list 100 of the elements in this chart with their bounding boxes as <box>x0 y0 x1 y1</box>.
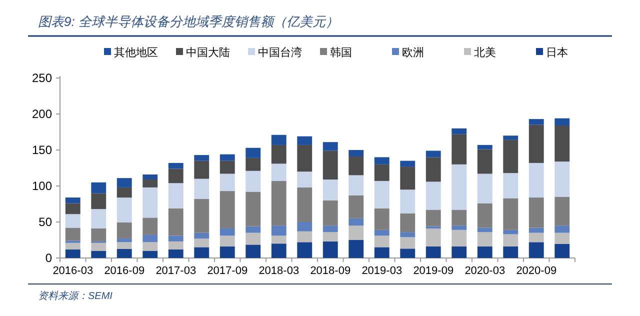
y-tick-label: 100 <box>32 179 52 193</box>
bar <box>168 168 184 184</box>
bar <box>452 134 467 164</box>
bar <box>374 164 390 181</box>
bar <box>374 157 390 164</box>
bar <box>220 191 235 228</box>
bar <box>91 228 106 242</box>
x-tick-label: 2018-09 <box>310 265 351 277</box>
bar <box>220 246 235 258</box>
bar <box>142 218 158 235</box>
bar <box>271 134 286 145</box>
bar <box>503 246 518 258</box>
bar <box>554 126 570 162</box>
bar <box>65 203 80 214</box>
x-tick-label: 2017-09 <box>207 265 248 277</box>
bar <box>142 242 158 251</box>
legend-label: 北美 <box>474 46 496 59</box>
bar <box>452 226 467 230</box>
bar <box>297 172 312 188</box>
bar <box>91 250 106 258</box>
bar <box>348 218 364 226</box>
bar <box>374 180 390 208</box>
bar <box>528 228 544 233</box>
x-tick-label: 2020-03 <box>464 265 506 277</box>
bar <box>503 198 518 230</box>
bar <box>168 249 184 258</box>
bar <box>65 198 80 204</box>
x-tick-label: 2016-09 <box>104 265 145 277</box>
bar <box>220 160 235 174</box>
bar <box>322 200 338 226</box>
bar <box>426 246 441 258</box>
bar <box>168 162 184 169</box>
bar <box>554 226 570 233</box>
bar <box>168 236 184 242</box>
bar <box>297 136 312 145</box>
bar <box>348 156 364 176</box>
bar <box>246 232 261 245</box>
bar <box>348 175 364 196</box>
bar <box>374 208 390 230</box>
bar <box>142 174 158 180</box>
bar <box>65 228 80 241</box>
bar <box>116 238 132 242</box>
bar <box>503 173 518 198</box>
bar <box>477 203 492 228</box>
bar <box>168 183 184 208</box>
bar <box>452 246 467 258</box>
bar <box>220 174 235 192</box>
bar <box>400 166 416 190</box>
text: 资料来源：SEMI <box>38 290 113 302</box>
bar <box>452 230 467 246</box>
bar <box>426 210 441 226</box>
bar <box>477 149 492 174</box>
bar <box>116 242 132 249</box>
bar <box>297 222 312 232</box>
bar <box>246 192 261 226</box>
y-tick-label: 200 <box>32 107 52 121</box>
bar <box>65 249 80 258</box>
bar <box>503 230 518 234</box>
bar <box>116 198 132 222</box>
bar <box>554 232 570 244</box>
bar <box>452 164 467 210</box>
bar <box>142 180 158 188</box>
x-tick-label: 2017-03 <box>156 265 196 277</box>
legend-label: 中国台湾 <box>258 46 302 59</box>
legend-label: 其他地区 <box>114 46 158 59</box>
bar <box>528 232 544 242</box>
bar <box>271 144 286 164</box>
bar <box>528 242 544 258</box>
bar <box>374 247 390 258</box>
bar <box>297 144 312 172</box>
bar <box>348 240 364 258</box>
bar <box>91 242 106 251</box>
bar <box>271 236 286 244</box>
bar <box>400 237 416 249</box>
bar <box>452 210 467 226</box>
bar <box>220 154 235 161</box>
bar <box>168 208 184 236</box>
y-tick-label: 50 <box>38 215 52 229</box>
bar <box>194 232 210 239</box>
bar <box>554 196 570 226</box>
bar <box>426 182 441 210</box>
legend-label: 日本 <box>546 46 568 59</box>
bar <box>194 178 210 199</box>
bar <box>400 232 416 238</box>
bar <box>426 150 441 158</box>
chart-title: 图表9: 全球半导体设备分地域季度销售额（亿美元） <box>38 14 338 29</box>
bar <box>271 244 286 258</box>
bar <box>503 234 518 246</box>
bar <box>322 232 338 242</box>
bar <box>554 244 570 258</box>
bar <box>116 222 132 239</box>
x-tick-label: 2018-03 <box>258 265 300 277</box>
bar <box>400 248 416 258</box>
legend-label: 韩国 <box>330 46 352 59</box>
bar <box>142 234 158 242</box>
bar <box>322 226 338 232</box>
bar <box>194 247 210 258</box>
bar <box>477 246 492 258</box>
bar <box>65 214 80 228</box>
bar <box>400 190 416 214</box>
